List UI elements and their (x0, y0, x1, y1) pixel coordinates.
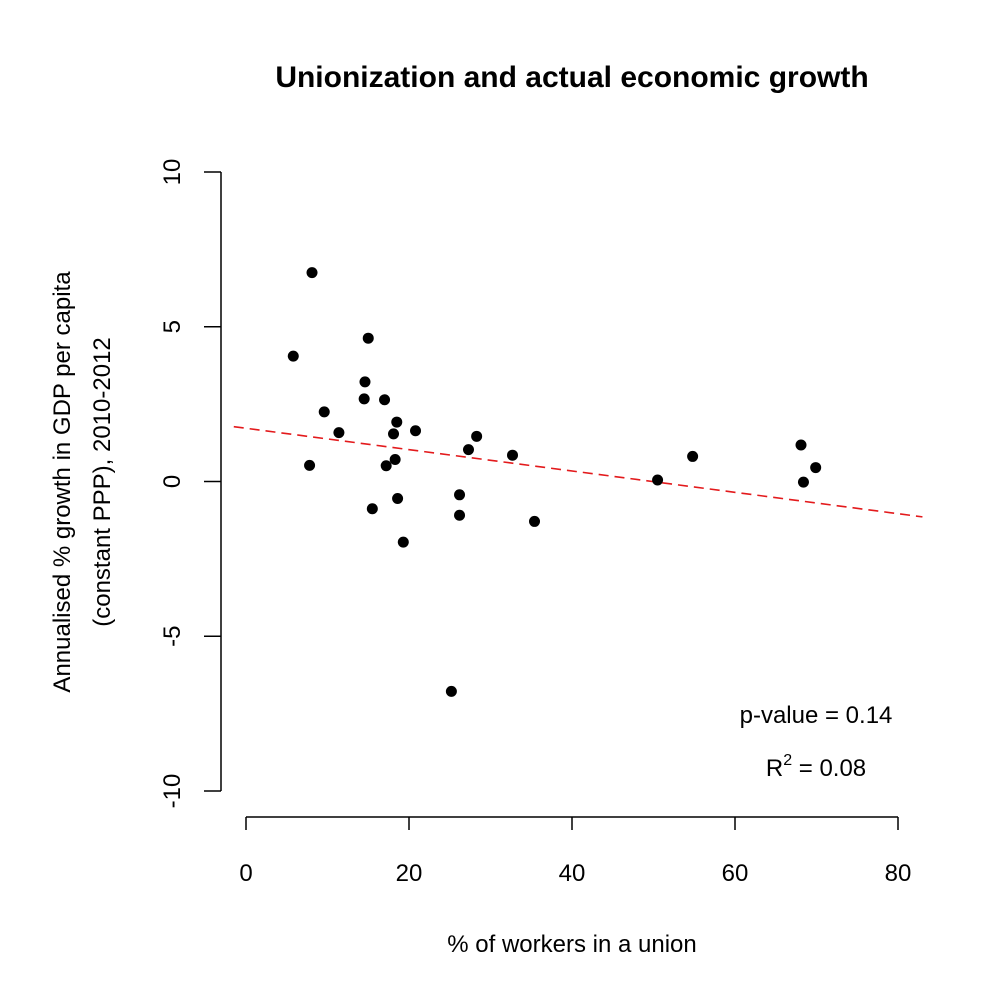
x-tick-label-80: 80 (885, 860, 912, 887)
x-axis-ticks: 0 20 40 60 80 (239, 817, 911, 887)
data-point-29 (810, 462, 822, 474)
data-point-15 (392, 493, 404, 505)
x-axis-label: % of workers in a union (447, 931, 696, 958)
data-point-6 (358, 393, 370, 405)
r-squared-value: = 0.08 (792, 755, 866, 782)
data-point-20 (454, 509, 466, 521)
y-axis-ticks: -10 -5 0 5 10 (159, 159, 221, 809)
p-value-annotation: p-value = 0.14 (740, 702, 893, 729)
data-point-27 (795, 439, 807, 451)
y-tick-label-5: 5 (159, 320, 186, 333)
chart-title: Unionization and actual economic growth (275, 61, 868, 94)
y-axis-label: Annualised % growth in GDP per capita (c… (49, 271, 116, 693)
data-point-26 (687, 450, 699, 462)
x-tick-label-60: 60 (722, 860, 749, 887)
regression-line (233, 425, 923, 518)
r-squared-symbol: R (766, 755, 783, 782)
data-point-14 (391, 416, 403, 428)
x-tick-label-0: 0 (239, 860, 252, 887)
data-point-13 (389, 454, 401, 466)
data-point-25 (652, 474, 664, 486)
data-point-12 (388, 428, 400, 440)
y-tick-label-10: 10 (159, 159, 186, 186)
r-squared-annotation: R2 = 0.08 (766, 752, 866, 782)
r-squared-superscript: 2 (783, 752, 792, 769)
data-point-19 (454, 489, 466, 501)
data-point-2 (304, 459, 316, 471)
data-point-22 (471, 430, 483, 442)
data-point-21 (462, 444, 474, 456)
y-tick-label--5: -5 (159, 626, 186, 647)
data-point-11 (380, 460, 392, 472)
plot-area (233, 267, 923, 697)
y-axis-label-line-1: Annualised % growth in GDP per capita (49, 271, 76, 693)
y-axis-label-line-2: (constant PPP), 2010-2012 (89, 337, 116, 627)
data-point-5 (333, 427, 345, 439)
x-tick-label-20: 20 (396, 860, 423, 887)
data-point-8 (362, 332, 374, 344)
data-point-7 (359, 376, 371, 388)
data-point-16 (397, 536, 409, 548)
data-point-18 (445, 685, 457, 697)
data-point-10 (379, 394, 391, 406)
data-point-23 (507, 449, 519, 461)
data-point-9 (366, 503, 378, 515)
y-tick-label-0: 0 (159, 475, 186, 488)
data-point-3 (306, 267, 318, 279)
data-point-1 (287, 350, 299, 362)
data-point-24 (529, 515, 541, 527)
data-point-17 (410, 425, 422, 437)
data-point-4 (318, 406, 330, 418)
y-tick-label--10: -10 (159, 774, 186, 809)
data-point-28 (797, 476, 809, 488)
x-tick-label-40: 40 (559, 860, 586, 887)
